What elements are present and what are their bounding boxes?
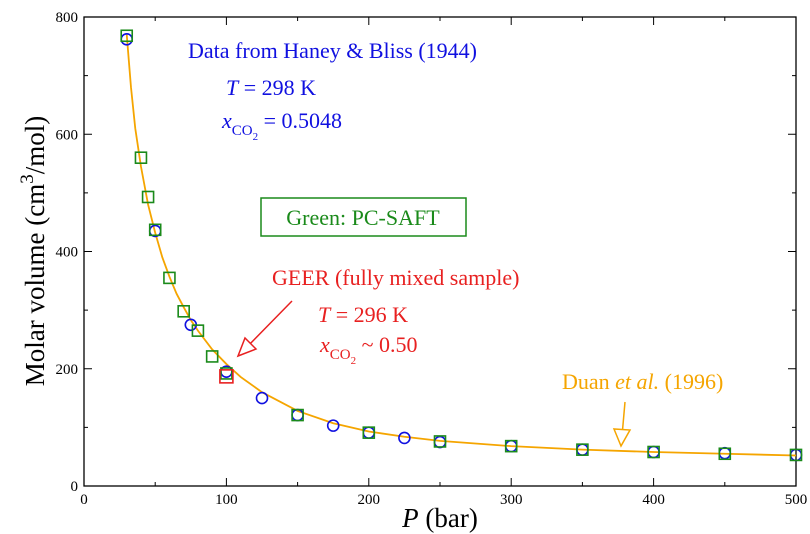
annotation-duan: Duan et al. (1996) <box>562 369 723 394</box>
x-tick-labels: 0 100 200 300 400 500 <box>80 492 807 508</box>
duan-arrow <box>612 401 632 448</box>
pcsaft-point <box>647 445 660 459</box>
pcsaft-point <box>177 304 190 318</box>
pcsaft-data-points <box>120 29 803 462</box>
annotation-haney-title: Data from Haney & Bliss (1944) <box>188 38 477 63</box>
pcsaft-point <box>205 350 219 363</box>
y-tick-label: 800 <box>56 10 79 26</box>
pcsaft-point <box>789 448 803 462</box>
haney-point <box>255 391 269 405</box>
pcsaft-point <box>718 447 732 461</box>
pcsaft-point <box>134 151 148 164</box>
y-tick-label: 200 <box>56 362 79 378</box>
annotation-pcsaft: Green: PC-SAFT <box>286 205 440 230</box>
y-axis-label: Molar volume (cm3/mol) <box>17 116 50 386</box>
annotation-geer-temperature: T = 296 K <box>318 302 408 327</box>
y-tick-label: 0 <box>71 479 79 495</box>
axis-ticks <box>83 16 797 487</box>
pcsaft-point <box>220 367 233 380</box>
x-tick-label: 100 <box>215 492 238 508</box>
pcsaft-legend-box <box>260 197 467 237</box>
pcsaft-point <box>433 435 447 448</box>
geer-arrow-head <box>236 336 258 358</box>
haney-bliss-data-points <box>120 32 803 462</box>
geer-arrow-line <box>243 300 293 351</box>
x-tick-label: 500 <box>785 492 808 508</box>
annotation-haney-temperature: T = 298 K <box>226 75 316 100</box>
pcsaft-point <box>576 443 589 456</box>
duan-arrow-head <box>612 428 632 448</box>
annotation-haney-fraction: xCO2 = 0.5048 <box>221 108 342 143</box>
y-tick-label: 600 <box>56 127 79 143</box>
haney-point <box>326 419 340 432</box>
geer-point <box>219 369 234 384</box>
pcsaft-point <box>504 439 518 453</box>
duan-1996-curve <box>125 34 797 457</box>
haney-point <box>398 431 411 445</box>
pcsaft-point <box>291 408 304 422</box>
pcsaft-point <box>141 190 155 204</box>
geer-arrow <box>236 300 293 358</box>
x-tick-label: 200 <box>358 492 381 508</box>
x-tick-label: 0 <box>80 492 88 508</box>
plot-frame <box>83 16 797 487</box>
annotation-geer-title: GEER (fully mixed sample) <box>272 265 519 290</box>
pcsaft-point <box>148 223 162 237</box>
annotation-geer-fraction: xCO2 ~ 0.50 <box>319 332 418 367</box>
y-tick-label: 400 <box>56 245 79 261</box>
pcsaft-point <box>362 426 376 439</box>
x-tick-label: 400 <box>642 492 665 508</box>
pcsaft-point <box>120 29 134 43</box>
duan-curve-line <box>125 34 797 457</box>
x-tick-label: 300 <box>500 492 523 508</box>
geer-data-point <box>219 369 234 384</box>
pcsaft-point <box>163 271 176 285</box>
y-tick-labels: 0 200 400 600 800 <box>56 10 79 495</box>
x-axis-label: P (bar) <box>401 503 478 533</box>
pcsaft-point <box>191 324 205 337</box>
